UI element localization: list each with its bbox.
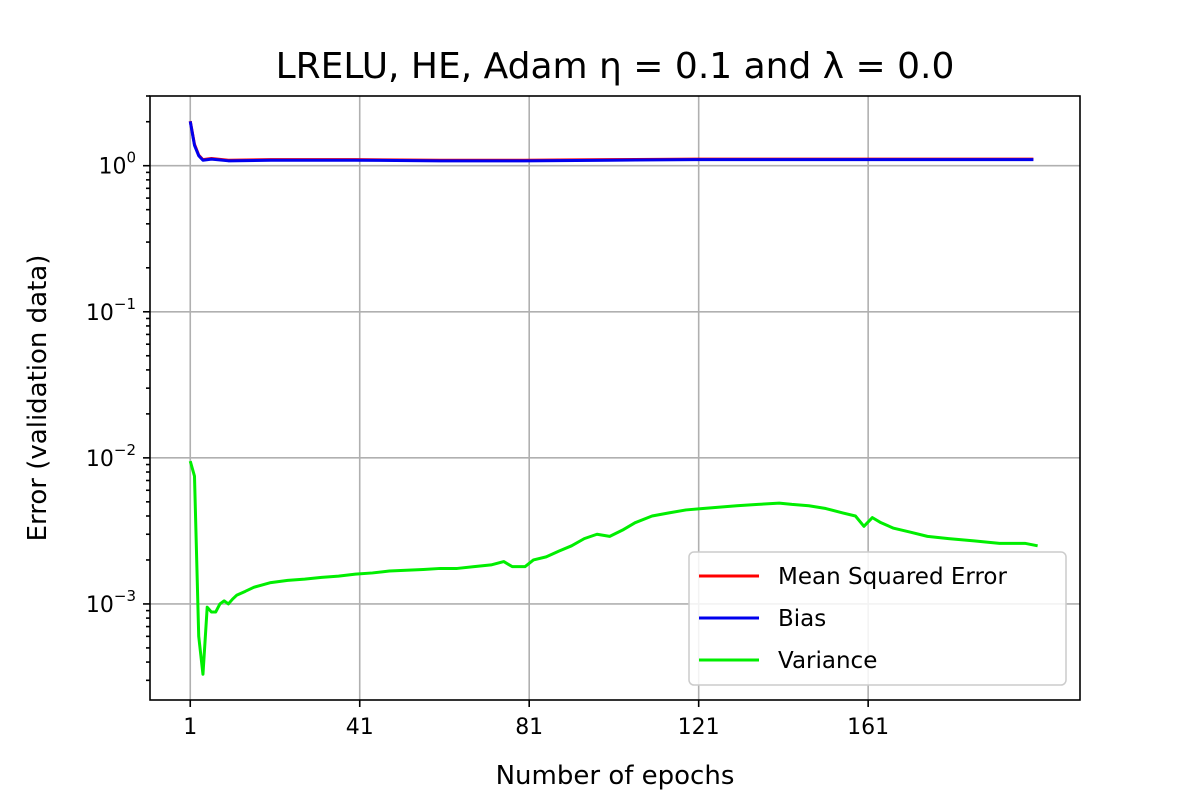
x-tick-label: 81 (515, 715, 543, 740)
x-tick-label: 41 (346, 715, 374, 740)
x-tick-label: 1 (183, 715, 197, 740)
plot-frame (149, 95, 1081, 701)
legend-label-bias: Bias (778, 606, 826, 632)
y-tick-label: 10−2 (86, 441, 136, 472)
series-line-variance (188, 460, 1038, 676)
legend: Mean Squared Error Bias Variance (688, 551, 1067, 686)
chart-title: LRELU, HE, Adam η = 0.1 and λ = 0.0 (276, 46, 955, 87)
y-tick-label: 10−1 (86, 295, 136, 326)
legend-box (688, 551, 1067, 686)
x-axis-label: Number of epochs (496, 761, 735, 791)
y-tick-label: 100 (98, 149, 136, 180)
x-tick-label: 161 (847, 715, 889, 740)
series-layer (188, 120, 1038, 676)
series-line-bias (188, 121, 1034, 163)
y-axis-label: Error (validation data) (23, 255, 53, 542)
grid-layer (150, 96, 1080, 700)
legend-label-variance: Variance (778, 648, 877, 674)
series-line-mean-squared-error (188, 120, 1034, 162)
legend-label-mean-squared-error: Mean Squared Error (778, 564, 1007, 590)
tick-layer: 1 41 81 121 161 10−3 10−2 10−1 100 (86, 95, 889, 740)
y-tick-label: 10−3 (86, 587, 136, 618)
x-tick-label: 121 (678, 715, 720, 740)
